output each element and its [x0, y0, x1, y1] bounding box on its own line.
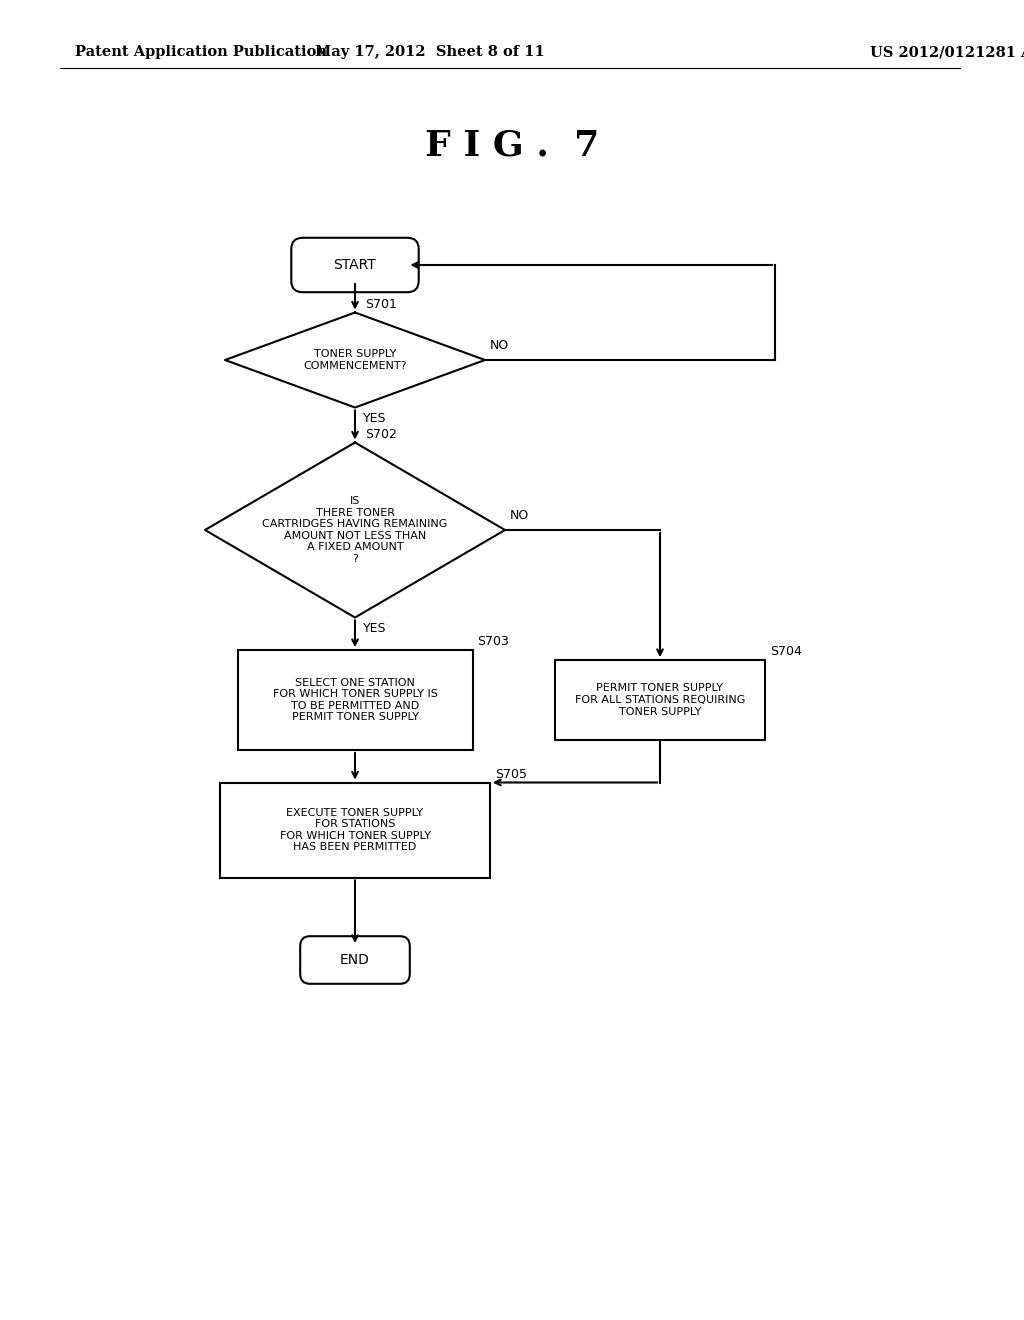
- Text: US 2012/0121281 A1: US 2012/0121281 A1: [870, 45, 1024, 59]
- Text: YES: YES: [362, 622, 386, 635]
- Text: START: START: [334, 257, 377, 272]
- Text: NO: NO: [490, 339, 509, 352]
- Text: F I G .  7: F I G . 7: [425, 128, 599, 162]
- Text: S705: S705: [495, 767, 527, 780]
- Text: IS
THERE TONER
CARTRIDGES HAVING REMAINING
AMOUNT NOT LESS THAN
A FIXED AMOUNT
?: IS THERE TONER CARTRIDGES HAVING REMAINI…: [262, 496, 447, 564]
- Text: YES: YES: [362, 412, 386, 425]
- FancyBboxPatch shape: [291, 238, 419, 292]
- Text: SELECT ONE STATION
FOR WHICH TONER SUPPLY IS
TO BE PERMITTED AND
PERMIT TONER SU: SELECT ONE STATION FOR WHICH TONER SUPPL…: [272, 677, 437, 722]
- Bar: [238, 649, 472, 750]
- Text: S704: S704: [770, 645, 802, 657]
- Text: S702: S702: [365, 428, 397, 441]
- Text: Patent Application Publication: Patent Application Publication: [75, 45, 327, 59]
- Text: S701: S701: [365, 297, 397, 310]
- Text: END: END: [340, 953, 370, 968]
- FancyBboxPatch shape: [300, 936, 410, 983]
- Text: EXECUTE TONER SUPPLY
FOR STATIONS
FOR WHICH TONER SUPPLY
HAS BEEN PERMITTED: EXECUTE TONER SUPPLY FOR STATIONS FOR WH…: [280, 808, 430, 853]
- Polygon shape: [205, 442, 505, 618]
- Text: S703: S703: [477, 635, 509, 648]
- Text: PERMIT TONER SUPPLY
FOR ALL STATIONS REQUIRING
TONER SUPPLY: PERMIT TONER SUPPLY FOR ALL STATIONS REQ…: [574, 684, 745, 717]
- Bar: [220, 783, 490, 878]
- Text: May 17, 2012  Sheet 8 of 11: May 17, 2012 Sheet 8 of 11: [315, 45, 545, 59]
- Text: NO: NO: [510, 510, 529, 521]
- Bar: [555, 660, 765, 741]
- Text: TONER SUPPLY
COMMENCEMENT?: TONER SUPPLY COMMENCEMENT?: [303, 350, 407, 371]
- Polygon shape: [225, 313, 485, 408]
